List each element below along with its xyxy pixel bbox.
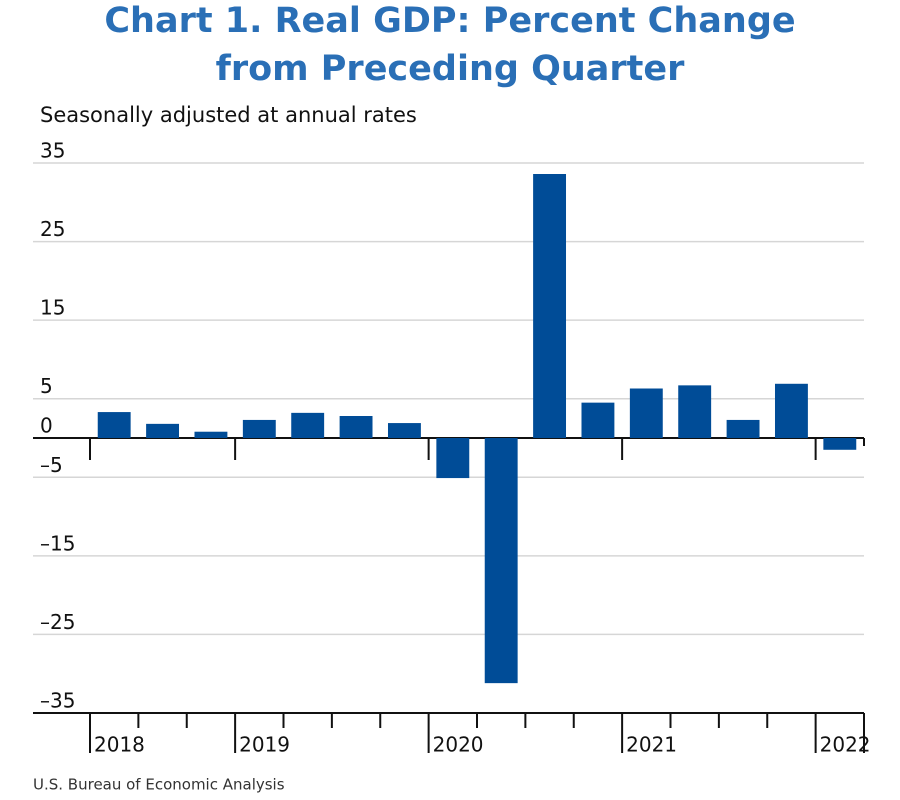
bar (581, 402, 615, 438)
bar (436, 438, 470, 479)
bar (194, 431, 228, 438)
chart-subtitle: Seasonally adjusted at annual rates (40, 103, 417, 127)
bar (726, 419, 760, 438)
x-tick-label: 2020 (433, 733, 484, 757)
y-tick-label: –25 (40, 610, 75, 634)
bar (533, 174, 567, 438)
y-tick-label: 25 (40, 217, 65, 241)
bar (678, 385, 712, 438)
y-tick-label: 15 (40, 296, 65, 320)
bar (291, 412, 325, 438)
y-tick-label: –5 (40, 453, 63, 477)
y-tick-label: –15 (40, 531, 75, 555)
x-tick-label: 2022 (820, 733, 871, 757)
x-tick-label: 2021 (626, 733, 677, 757)
y-tick-label: 5 (40, 374, 53, 398)
x-tick-label: 2018 (94, 733, 145, 757)
source-note: U.S. Bureau of Economic Analysis (33, 776, 285, 794)
bar (823, 438, 857, 450)
bar (242, 419, 276, 438)
bar (339, 416, 373, 438)
bar (774, 383, 808, 438)
chart-title: Chart 1. Real GDP: Percent Change (104, 1, 795, 41)
y-tick-label: 0 (40, 414, 53, 438)
x-tick-label: 2019 (239, 733, 290, 757)
bar (387, 423, 421, 438)
y-tick-label: –35 (40, 689, 75, 713)
bar (629, 388, 663, 438)
bar (146, 423, 180, 438)
y-tick-label: 35 (40, 139, 65, 163)
bar (97, 412, 131, 438)
chart-title: from Preceding Quarter (216, 49, 686, 89)
bar (484, 438, 518, 684)
